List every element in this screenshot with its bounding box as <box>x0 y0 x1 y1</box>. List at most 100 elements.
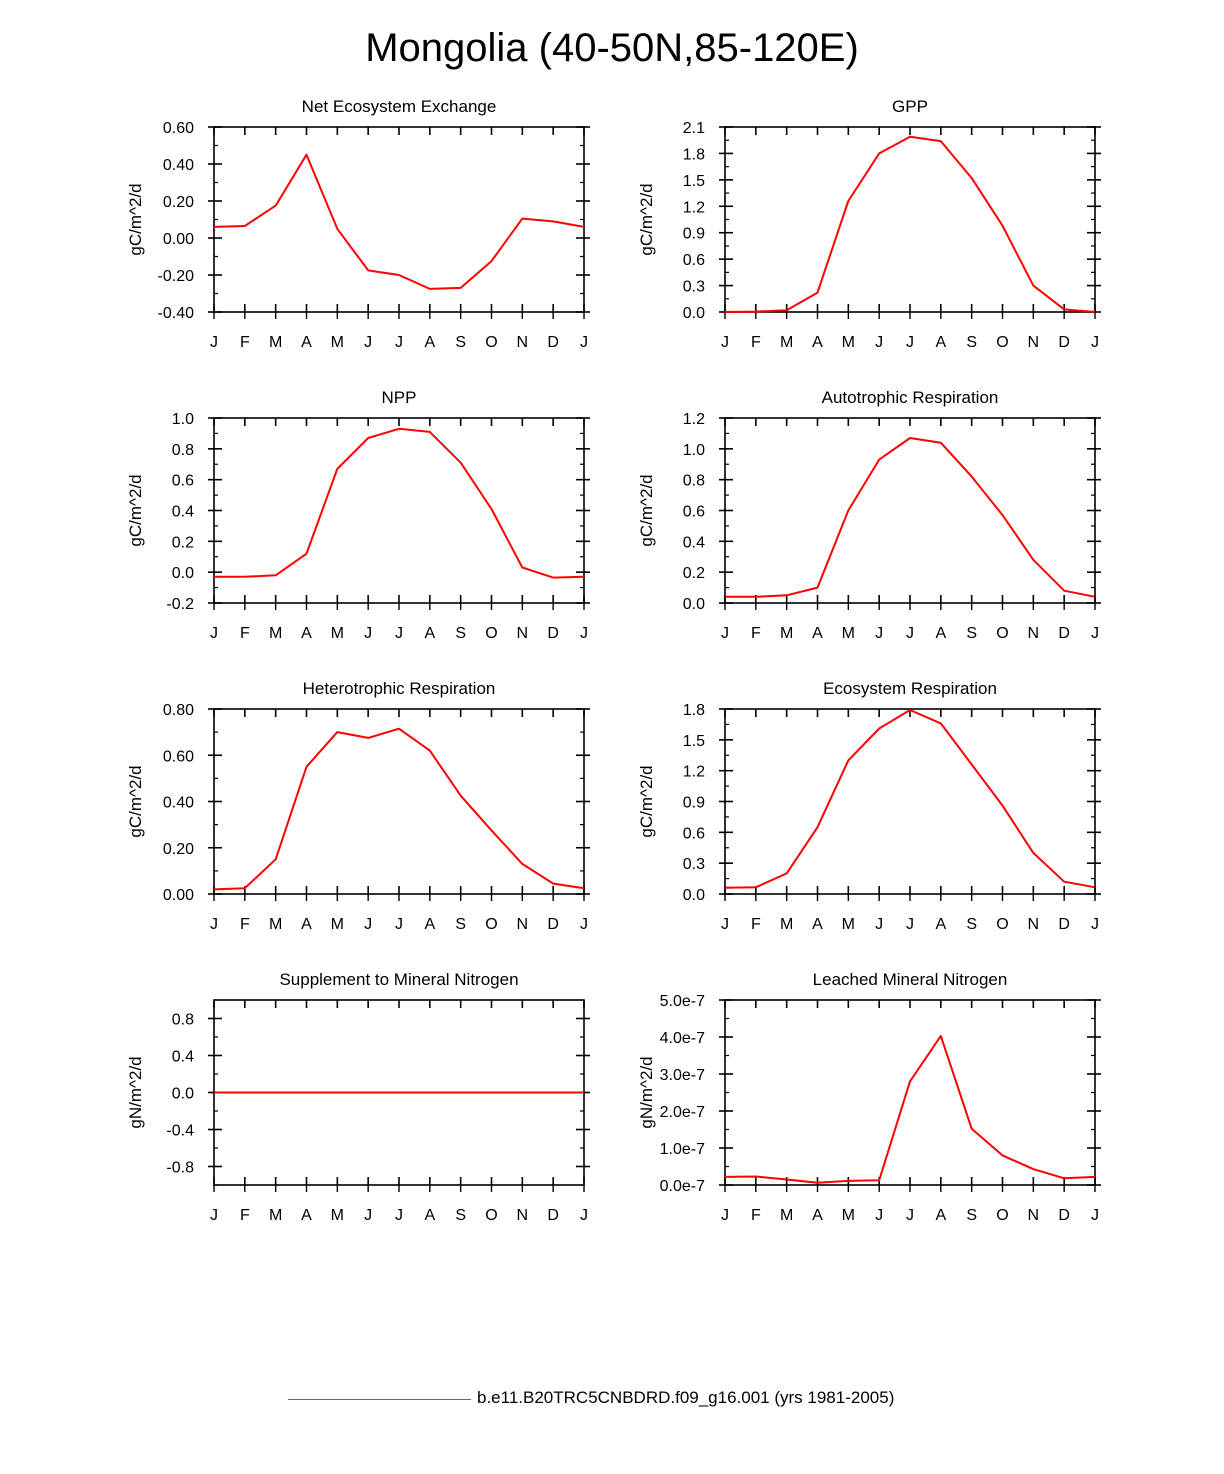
plot-frame <box>724 999 1096 1186</box>
x-tick-label: J <box>395 916 403 933</box>
x-tick-label: J <box>721 1207 729 1224</box>
x-tick-label: F <box>751 1207 761 1224</box>
x-tick-label: F <box>240 334 250 351</box>
y-tick-label: 0.6 <box>683 504 705 521</box>
x-tick-label: A <box>935 334 946 351</box>
x-tick-label: M <box>331 625 344 642</box>
y-tick-label: 0.6 <box>683 252 705 269</box>
x-tick-label: J <box>906 625 914 642</box>
x-tick-label: J <box>395 1207 403 1224</box>
x-tick-label: O <box>996 916 1008 933</box>
x-tick-label: J <box>364 1207 372 1224</box>
x-tick-label: M <box>331 1207 344 1224</box>
x-tick-label: M <box>842 625 855 642</box>
series-line <box>724 1034 1096 1184</box>
x-tick-label: O <box>485 625 497 642</box>
x-tick-label: M <box>269 625 282 642</box>
x-tick-label: N <box>1028 1207 1040 1224</box>
x-tick-label: F <box>751 916 761 933</box>
y-axis-label: gC/m^2/d <box>637 474 656 546</box>
y-tick-label: 0.0 <box>683 305 705 322</box>
x-tick-label: A <box>812 1207 823 1224</box>
x-tick-label: M <box>842 334 855 351</box>
plot-frame <box>724 126 1096 313</box>
x-tick-label: J <box>875 1207 883 1224</box>
y-axis-label: gC/m^2/d <box>126 765 145 837</box>
x-tick-label: D <box>1058 334 1070 351</box>
legend-line-swatch <box>288 1399 471 1400</box>
x-tick-label: J <box>210 334 218 351</box>
y-tick-label: 0.8 <box>172 442 194 459</box>
y-tick-label: 0.0 <box>172 565 194 582</box>
x-tick-label: F <box>751 625 761 642</box>
y-tick-label: 0.4 <box>172 504 194 521</box>
x-tick-label: M <box>331 916 344 933</box>
x-tick-label: N <box>517 334 529 351</box>
y-tick-label: 0.60 <box>163 120 194 137</box>
series-line <box>725 437 1096 598</box>
x-tick-label: A <box>812 916 823 933</box>
y-tick-label: 0.40 <box>163 795 194 812</box>
y-tick-label: 0.0 <box>683 887 705 904</box>
x-tick-label: J <box>395 625 403 642</box>
x-tick-label: S <box>966 1207 977 1224</box>
x-tick-label: S <box>455 1207 466 1224</box>
x-tick-label: S <box>455 625 466 642</box>
x-tick-label: M <box>269 1207 282 1224</box>
y-tick-label: 4.0e-7 <box>660 1030 705 1047</box>
x-tick-label: J <box>364 916 372 933</box>
x-tick-label: J <box>875 916 883 933</box>
x-tick-label: J <box>364 625 372 642</box>
y-tick-label: -0.20 <box>158 268 195 285</box>
x-tick-label: J <box>580 916 588 933</box>
y-tick-label: 1.5 <box>683 733 705 750</box>
x-tick-label: S <box>455 334 466 351</box>
chart-panel-7: Supplement to Mineral Nitrogen gN/m^2/d J F… <box>126 970 590 1224</box>
x-tick-label: M <box>780 625 793 642</box>
x-tick-label: A <box>301 1207 312 1224</box>
series-line <box>724 709 1096 889</box>
series-line <box>213 727 585 891</box>
y-tick-label: 1.5 <box>683 173 705 190</box>
x-tick-label: A <box>424 334 435 351</box>
x-tick-label: S <box>966 916 977 933</box>
y-tick-label: -0.2 <box>166 596 194 613</box>
x-tick-label: N <box>1028 625 1040 642</box>
y-tick-label: 1.0e-7 <box>660 1141 705 1158</box>
x-tick-label: O <box>485 1207 497 1224</box>
y-tick-label: -0.4 <box>166 1123 194 1140</box>
panel-title: Supplement to Mineral Nitrogen <box>279 970 518 989</box>
x-tick-label: J <box>875 625 883 642</box>
y-tick-label: 0.2 <box>172 534 194 551</box>
x-tick-label: M <box>269 916 282 933</box>
x-tick-label: A <box>301 625 312 642</box>
series-line <box>213 153 585 290</box>
x-tick-label: F <box>751 334 761 351</box>
chart-panel-6: Ecosystem Respiration gC/m^2/d J F M A M J J A S O N… <box>637 679 1101 933</box>
panel-title: Leached Mineral Nitrogen <box>813 970 1008 989</box>
x-tick-label: S <box>966 625 977 642</box>
x-tick-label: J <box>580 334 588 351</box>
y-tick-label: 0.00 <box>163 887 194 904</box>
plot-frame <box>724 417 1096 604</box>
x-tick-label: M <box>842 916 855 933</box>
y-tick-label: 1.2 <box>683 199 705 216</box>
x-tick-label: N <box>1028 334 1040 351</box>
x-tick-label: F <box>240 916 250 933</box>
x-tick-label: O <box>485 334 497 351</box>
x-tick-label: J <box>721 625 729 642</box>
y-tick-label: 0.3 <box>683 856 705 873</box>
chart-panel-5: Heterotrophic Respiration gC/m^2/d J F M A M J J… <box>126 679 590 933</box>
x-tick-label: J <box>580 625 588 642</box>
x-tick-label: J <box>580 1207 588 1224</box>
y-axis-label: gN/m^2/d <box>126 1056 145 1128</box>
y-axis-label: gC/m^2/d <box>126 183 145 255</box>
y-tick-label: 0.6 <box>683 825 705 842</box>
x-tick-label: N <box>517 916 529 933</box>
x-tick-label: J <box>721 334 729 351</box>
y-axis-label: gC/m^2/d <box>637 765 656 837</box>
series-line <box>724 135 1096 313</box>
y-tick-label: 0.9 <box>683 226 705 243</box>
x-tick-label: J <box>210 916 218 933</box>
y-tick-label: 0.2 <box>683 565 705 582</box>
